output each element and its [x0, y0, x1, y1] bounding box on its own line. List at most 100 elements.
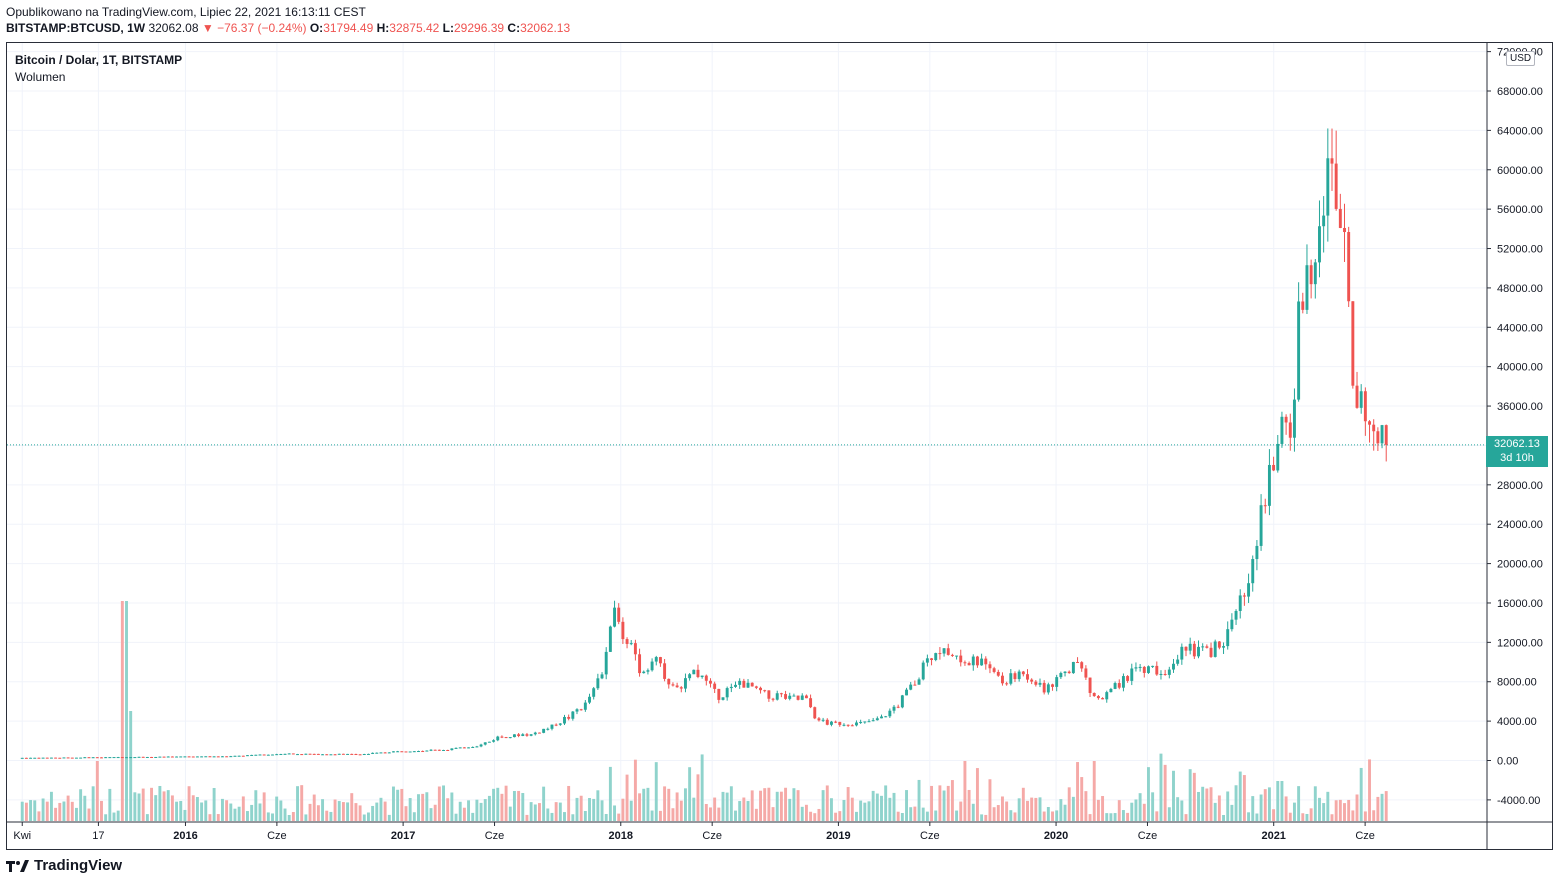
candle	[404, 751, 408, 753]
candle-body	[145, 756, 149, 758]
chart-frame[interactable]	[6, 42, 1553, 850]
time-tick-label: Cze	[702, 830, 722, 842]
candle	[1096, 694, 1100, 700]
candle-body	[1267, 464, 1271, 506]
time-tick-label: 17	[92, 830, 104, 842]
volume-bar	[892, 792, 896, 821]
volume-bar	[54, 807, 58, 821]
candle	[917, 677, 921, 685]
candle	[454, 747, 458, 749]
volume-bar	[20, 801, 24, 821]
candle	[183, 756, 187, 758]
candle-body	[896, 706, 900, 708]
volume-bar	[1121, 810, 1125, 821]
candle	[742, 678, 746, 688]
candle	[934, 652, 938, 662]
volume-bar	[1372, 810, 1376, 821]
candle-body	[1113, 683, 1117, 689]
candle	[788, 692, 792, 701]
candle-body	[275, 754, 279, 756]
volume-bar	[58, 802, 62, 821]
footer-brand[interactable]: TradingView	[6, 857, 122, 874]
candle-body	[316, 753, 320, 755]
candle-body	[404, 751, 408, 753]
volume-bar	[813, 813, 817, 821]
candle-body	[633, 643, 637, 655]
volume-bar	[1146, 767, 1150, 821]
candle-body	[713, 683, 717, 689]
candle-body	[291, 753, 295, 755]
candle	[946, 643, 950, 656]
volume-bar	[316, 805, 320, 821]
candle-body	[446, 749, 450, 751]
volume-bar	[387, 814, 391, 821]
candle-body	[955, 655, 959, 657]
volume-bar	[95, 761, 99, 821]
candle	[500, 735, 504, 739]
price-tick-label: 20000.00	[1497, 559, 1543, 571]
candle	[24, 757, 28, 759]
volume-bar	[1322, 803, 1326, 821]
candle	[525, 732, 529, 737]
volume-bar	[838, 811, 842, 821]
candle	[54, 757, 58, 759]
candle-body	[588, 696, 591, 703]
candle-body	[792, 695, 796, 697]
candle-body	[358, 754, 362, 756]
candle-body	[1359, 391, 1363, 408]
volume-bar	[116, 810, 120, 821]
candle	[600, 672, 604, 680]
time-tick-label: Cze	[920, 830, 940, 842]
candle-body	[975, 656, 979, 666]
volume-bar	[913, 806, 917, 821]
candle-body	[54, 757, 58, 759]
candle-body	[1226, 629, 1230, 647]
candle	[863, 721, 867, 724]
volume-bar	[87, 808, 91, 821]
volume-bar	[1101, 796, 1105, 821]
volume-bar	[533, 804, 537, 821]
candle	[291, 753, 295, 755]
candle-body	[467, 747, 471, 749]
candle-body	[279, 754, 283, 756]
volume-bar	[275, 796, 279, 821]
candle	[341, 753, 345, 755]
candle	[996, 669, 1000, 677]
volume-bar	[1359, 767, 1363, 821]
volume-bar	[955, 810, 959, 821]
candle	[846, 724, 850, 727]
candle-body	[1126, 676, 1130, 681]
candle	[771, 697, 775, 702]
candle-body	[921, 662, 925, 680]
candle	[1163, 669, 1167, 676]
time-tick-label: 2019	[826, 830, 850, 842]
candle-body	[529, 734, 533, 736]
candle-body	[746, 682, 750, 688]
candle-body	[308, 753, 312, 755]
candle-body	[1351, 301, 1355, 386]
volume-bar	[91, 786, 95, 821]
volume-bar	[1380, 793, 1384, 821]
candle-body	[871, 720, 875, 722]
volume-bar	[917, 779, 921, 821]
candle-body	[554, 724, 558, 726]
candle	[1113, 681, 1117, 690]
candle-body	[763, 690, 767, 692]
volume-bar	[1201, 786, 1205, 821]
volume-bar	[467, 800, 471, 821]
currency-badge[interactable]: USD	[1506, 51, 1536, 66]
candle-body	[125, 757, 128, 759]
volume-bar	[458, 801, 462, 821]
candle	[312, 753, 316, 755]
candle	[417, 750, 420, 753]
symbol-label[interactable]: BITSTAMP:BTCUSD, 1W	[6, 21, 146, 35]
candle-body	[717, 688, 721, 700]
volume-bar	[579, 795, 583, 821]
candle-body	[996, 671, 1000, 676]
volume-bar	[1021, 787, 1025, 821]
candle-body	[321, 754, 325, 756]
volume-bar	[304, 814, 308, 821]
candle-body	[1188, 643, 1192, 651]
candle-body	[425, 750, 429, 752]
